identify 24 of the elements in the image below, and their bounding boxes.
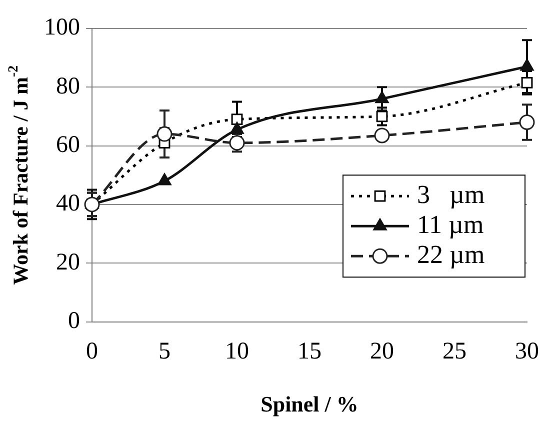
x-tick-label: 10 — [225, 338, 249, 364]
point — [156, 126, 172, 142]
y-tick-label: 20 — [56, 249, 80, 276]
legend-label: 3 µm — [417, 180, 485, 209]
x-tick-label: 25 — [442, 338, 466, 364]
legend-label: 11 µm — [417, 210, 484, 239]
y-tick-label: 80 — [56, 73, 80, 100]
y-tick-label: 40 — [56, 190, 80, 217]
y-tick-label: 60 — [56, 132, 80, 158]
point — [521, 76, 533, 88]
point — [520, 58, 534, 71]
x-axis-title: Spinel / % — [260, 391, 358, 416]
point — [231, 114, 243, 126]
legend-label: 22 µm — [417, 240, 485, 269]
x-tick-label: 20 — [370, 338, 394, 364]
y-tick-label: 0 — [68, 308, 80, 334]
x-tick-label: 30 — [515, 338, 539, 364]
x-tick-label: 0 — [86, 338, 98, 364]
point — [376, 110, 388, 122]
y-axis-title: Work of Fracture / J m-2 — [6, 65, 32, 285]
y-tick-label: 100 — [44, 14, 80, 41]
x-tick-label: 5 — [158, 338, 170, 364]
x-tick-label: 15 — [298, 338, 322, 364]
point — [375, 91, 389, 104]
